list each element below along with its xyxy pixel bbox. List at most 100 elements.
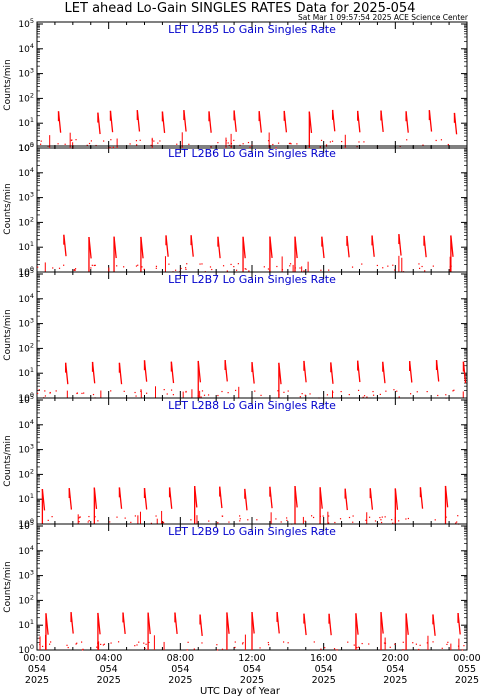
burst-decay bbox=[380, 612, 384, 634]
data-point bbox=[143, 642, 145, 644]
data-point bbox=[275, 147, 277, 149]
data-point bbox=[123, 266, 125, 268]
data-point bbox=[49, 391, 51, 394]
data-point bbox=[368, 516, 371, 518]
x-tick-label: 08:00 bbox=[167, 653, 194, 664]
data-point bbox=[327, 522, 330, 524]
data-point bbox=[275, 518, 277, 520]
data-point bbox=[324, 647, 326, 649]
data-point bbox=[396, 390, 398, 392]
data-point bbox=[453, 389, 455, 391]
burst-decay bbox=[346, 235, 350, 258]
data-point bbox=[239, 144, 241, 147]
data-point bbox=[63, 264, 65, 266]
burst-decay bbox=[199, 614, 203, 637]
data-point bbox=[352, 515, 354, 517]
data-point bbox=[88, 142, 91, 145]
panel-title: LET L2B9 Lo Gain Singles Rate bbox=[168, 525, 336, 538]
burst-decay bbox=[432, 614, 436, 636]
data-point bbox=[76, 392, 79, 394]
y-tick-label: 101 bbox=[18, 116, 34, 129]
data-point bbox=[134, 645, 136, 647]
data-point bbox=[303, 270, 305, 272]
data-point bbox=[267, 140, 270, 142]
burst-decay bbox=[208, 111, 212, 133]
data-point bbox=[168, 263, 170, 265]
data-point bbox=[40, 143, 42, 145]
data-point bbox=[256, 519, 258, 521]
burst-decay bbox=[283, 110, 288, 133]
data-point bbox=[328, 515, 330, 517]
data-point bbox=[277, 390, 279, 392]
data-point bbox=[123, 390, 125, 392]
data-point bbox=[410, 393, 412, 395]
burst-decay bbox=[382, 361, 386, 384]
data-point bbox=[341, 140, 343, 143]
data-point bbox=[389, 646, 391, 648]
data-point bbox=[134, 391, 136, 394]
data-point bbox=[405, 518, 407, 520]
data-point bbox=[361, 642, 363, 645]
data-point bbox=[445, 394, 447, 396]
panel-title: LET L2B6 Lo Gain Singles Rate bbox=[168, 147, 336, 160]
data-point bbox=[320, 269, 322, 271]
burst-decay bbox=[294, 236, 298, 259]
y-tick-label: 101 bbox=[18, 618, 34, 631]
data-point bbox=[304, 520, 306, 522]
data-point bbox=[110, 642, 112, 644]
panel-3: 100 101 102 103 104 105 Counts/min LET L2B7 Lo … bbox=[3, 267, 468, 404]
data-point bbox=[172, 394, 174, 396]
panel-title: LET L2B5 Lo Gain Singles Rate bbox=[168, 23, 336, 36]
data-point bbox=[322, 515, 324, 517]
data-point bbox=[221, 515, 223, 517]
data-point bbox=[272, 143, 274, 146]
data-point bbox=[380, 519, 382, 521]
data-point bbox=[57, 143, 59, 145]
y-tick-label: 100 bbox=[18, 517, 34, 530]
data-point bbox=[366, 396, 368, 398]
burst-decay bbox=[41, 488, 46, 511]
data-point bbox=[141, 266, 143, 268]
data-point bbox=[103, 643, 106, 645]
burst-decay bbox=[97, 112, 101, 135]
data-point bbox=[356, 145, 358, 148]
data-point bbox=[280, 521, 282, 523]
data-point bbox=[52, 267, 54, 269]
data-point bbox=[188, 143, 190, 145]
data-point bbox=[239, 515, 241, 517]
data-point bbox=[422, 144, 424, 146]
data-point bbox=[233, 139, 235, 141]
data-point bbox=[201, 263, 203, 265]
data-point bbox=[415, 643, 417, 645]
data-point bbox=[351, 266, 354, 268]
burst-decay bbox=[435, 360, 440, 382]
data-point bbox=[432, 641, 434, 643]
data-point bbox=[81, 392, 83, 395]
burst-decay bbox=[45, 613, 49, 635]
data-point bbox=[40, 140, 42, 142]
data-point bbox=[207, 394, 210, 396]
y-tick-label: 100 bbox=[18, 141, 34, 154]
burst-decay bbox=[224, 360, 228, 382]
data-point bbox=[379, 393, 381, 396]
burst-decay bbox=[70, 612, 74, 634]
y-tick-label: 103 bbox=[18, 67, 34, 80]
x-tick-label: 054 bbox=[28, 664, 46, 675]
data-point bbox=[463, 645, 465, 647]
data-point bbox=[299, 396, 301, 398]
data-point bbox=[392, 264, 394, 266]
data-point bbox=[407, 517, 409, 520]
burst-decay bbox=[91, 361, 96, 384]
data-point bbox=[245, 268, 247, 270]
data-point bbox=[311, 515, 313, 517]
data-point bbox=[226, 270, 228, 272]
burst-decay bbox=[251, 612, 255, 634]
x-tick-label: 00:00 bbox=[23, 653, 50, 664]
x-tick-label: 00:00 bbox=[453, 653, 480, 664]
data-point bbox=[320, 648, 322, 650]
burst-decay bbox=[269, 486, 273, 509]
data-point bbox=[83, 392, 85, 394]
data-point bbox=[74, 268, 77, 270]
burst-decay bbox=[88, 237, 92, 259]
data-point bbox=[75, 643, 77, 645]
